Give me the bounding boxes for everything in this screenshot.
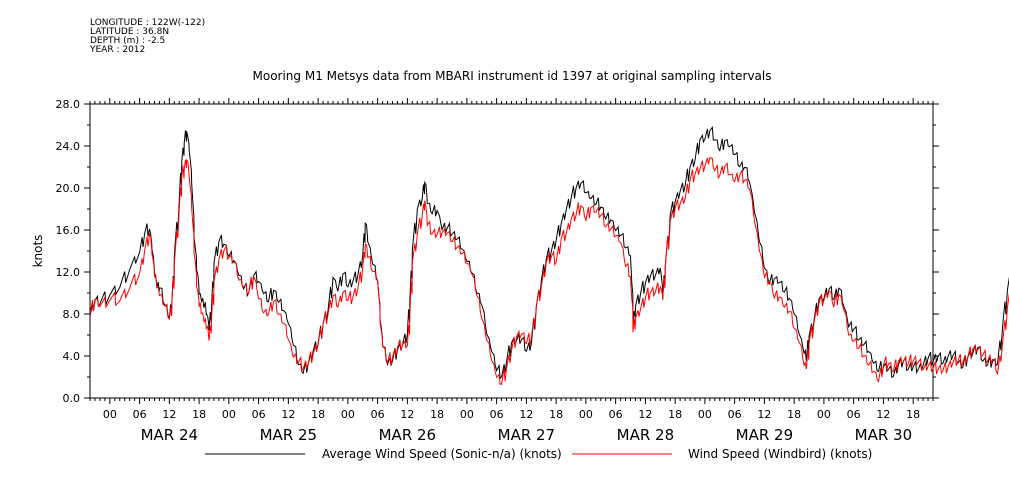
x-tick-label: 06 <box>609 408 623 421</box>
x-tick-label: 00 <box>103 408 117 421</box>
y-axis-label: knots <box>31 235 45 268</box>
x-tick-label: 06 <box>490 408 504 421</box>
x-tick-label: 18 <box>192 408 206 421</box>
series-layer <box>89 125 1009 385</box>
x-tick-label: 12 <box>162 408 176 421</box>
y-tick-label: 4.0 <box>63 350 81 363</box>
x-tick-label: 18 <box>430 408 444 421</box>
legend-label-1: Average Wind Speed (Sonic-n/a) (knots) <box>322 447 562 461</box>
depth-label: DEPTH (m) : -2.5 <box>90 36 166 46</box>
legend: Average Wind Speed (Sonic-n/a) (knots) Wi… <box>205 447 872 461</box>
x-tick-label: 00 <box>817 408 831 421</box>
x-tick-label: 00 <box>579 408 593 421</box>
y-tick-label: 28.0 <box>56 98 81 111</box>
x-tick-label: 18 <box>668 408 682 421</box>
y-tick-label: 16.0 <box>56 224 81 237</box>
series-line-2 <box>89 157 1009 385</box>
x-tick-label: 12 <box>876 408 890 421</box>
y-tick-label: 20.0 <box>56 182 81 195</box>
x-tick-label: 18 <box>787 408 801 421</box>
year-label: YEAR : 2012 <box>90 45 146 55</box>
x-tick-label: 00 <box>698 408 712 421</box>
x-tick-label: 06 <box>133 408 147 421</box>
x-tick-label: 00 <box>460 408 474 421</box>
x-axis: 00 06 12 18 00 06 12 18 00 06 12 18 00 06 12 18 00 06 12 18… <box>89 98 934 444</box>
x-tick-label: 18 <box>311 408 325 421</box>
chart-title: Mooring M1 Metsys data from MBARI instru… <box>253 69 772 83</box>
day-label: MAR 26 <box>379 426 436 444</box>
latitude-label: LATITUDE : 36.8N <box>90 27 170 37</box>
x-tick-label: 06 <box>847 408 861 421</box>
x-tick-label: 06 <box>728 408 742 421</box>
longitude-label: LONGITUDE : 122W(-122) <box>90 18 206 28</box>
x-tick-label: 18 <box>906 408 920 421</box>
y-tick-label: 0.0 <box>63 392 81 405</box>
y-tick-label: 8.0 <box>63 308 81 321</box>
x-tick-label: 00 <box>341 408 355 421</box>
y-tick-label: 24.0 <box>56 140 81 153</box>
x-tick-label: 00 <box>222 408 236 421</box>
day-label: MAR 30 <box>855 426 912 444</box>
x-tick-label: 06 <box>252 408 266 421</box>
y-tick-label: 12.0 <box>56 266 81 279</box>
metadata-block: LONGITUDE : 122W(-122) LATITUDE : 36.8N … <box>90 19 205 55</box>
x-tick-label: 12 <box>757 408 771 421</box>
day-label: MAR 27 <box>498 426 555 444</box>
legend-label-2: Wind Speed (Windbird) (knots) <box>688 447 872 461</box>
day-label: MAR 25 <box>260 426 317 444</box>
x-tick-label: 12 <box>281 408 295 421</box>
x-tick-label: 18 <box>549 408 563 421</box>
day-label: MAR 28 <box>617 426 674 444</box>
x-tick-label: 06 <box>371 408 385 421</box>
x-tick-label: 12 <box>400 408 414 421</box>
x-tick-label: 12 <box>519 408 533 421</box>
day-label: MAR 29 <box>736 426 793 444</box>
day-label: MAR 24 <box>141 426 198 444</box>
y-axis: 0.0 4.0 8.0 12.0 16.0 20.0 24.0 28.0 <box>56 98 939 405</box>
x-tick-label: 12 <box>638 408 652 421</box>
